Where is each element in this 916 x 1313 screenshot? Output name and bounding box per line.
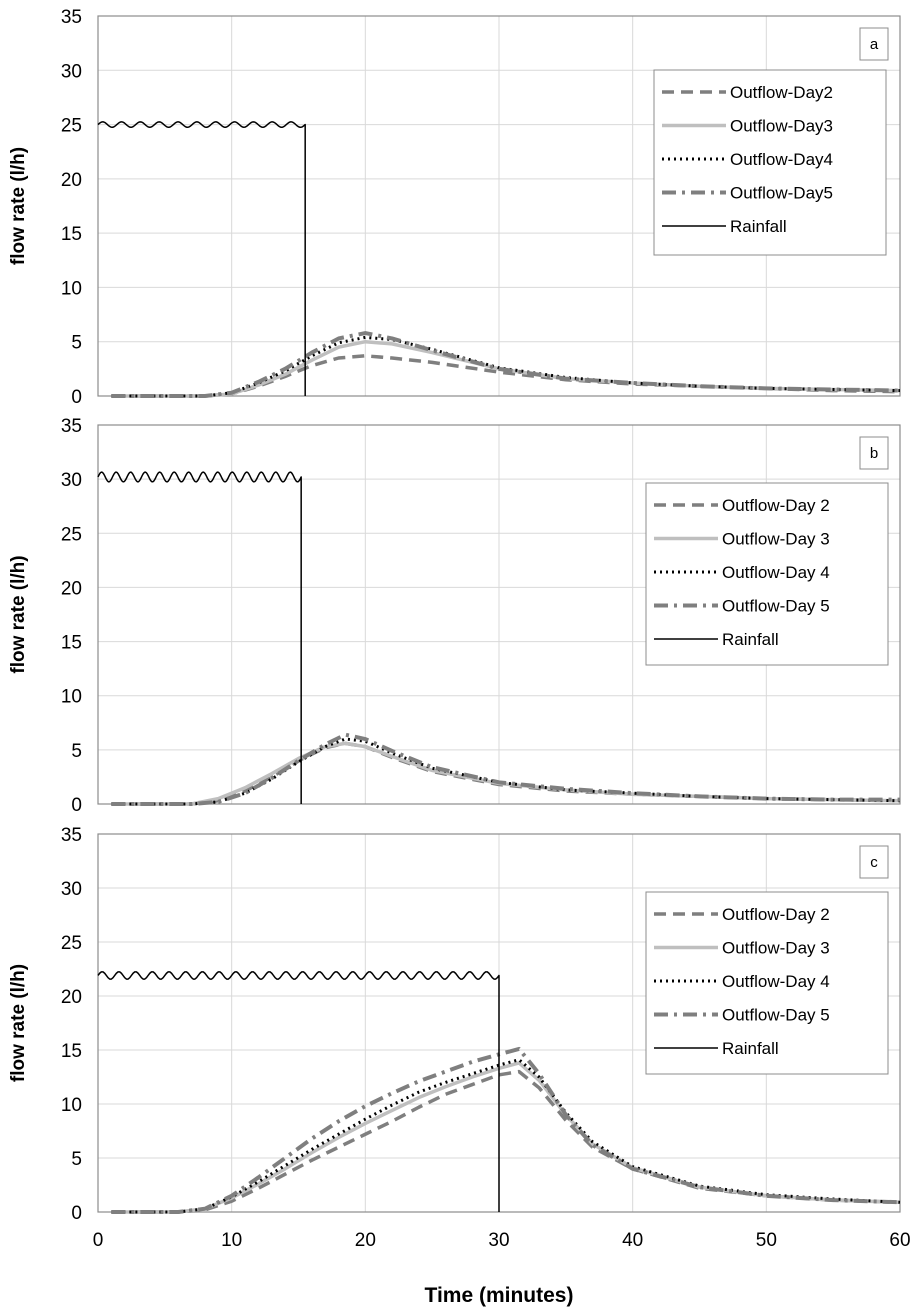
y-tick-label: 25: [61, 116, 82, 137]
y-tick-label: 5: [71, 1149, 82, 1170]
legend-label-2: Outflow-Day3: [730, 117, 833, 136]
panel-label: b: [870, 445, 878, 462]
legend-label-1: Outflow-Day 2: [722, 496, 830, 515]
series-line-2: [111, 741, 901, 806]
y-axis-label: flow rate (l/h): [8, 964, 29, 1082]
y-tick-label: 30: [61, 470, 82, 491]
x-tick-label: 60: [889, 1230, 910, 1251]
y-tick-label: 25: [61, 524, 82, 545]
x-tick-label: 30: [488, 1230, 509, 1251]
x-axis-label: Time (minutes): [425, 1284, 574, 1307]
y-tick-label: 0: [71, 387, 82, 408]
y-tick-label: 5: [71, 741, 82, 762]
series-line-5: [97, 121, 306, 396]
legend: Outflow-Day 2 Outflow-Day 3 Outflow-Day 4 O…: [645, 482, 889, 666]
y-axis-label: flow rate (l/h): [8, 147, 29, 265]
panel-label: c: [870, 854, 878, 871]
chart-panel-b: 0 5 10 15 20 25 30 35 flow rate (l/h) b Outflow-Da…: [8, 416, 901, 816]
panel-label: a: [870, 36, 879, 53]
legend-label-2: Outflow-Day 3: [722, 530, 830, 549]
x-tick-label: 40: [622, 1230, 643, 1251]
plot-frame: [97, 15, 901, 397]
series-line-4: [111, 331, 901, 398]
y-tick-label: 20: [61, 987, 82, 1008]
y-tick-label: 35: [61, 416, 82, 437]
y-tick-label: 10: [61, 687, 82, 708]
y-tick-label: 15: [61, 224, 82, 245]
legend-box: [645, 891, 889, 1075]
legend-label-5: Rainfall: [722, 1039, 779, 1058]
series-line-5: [97, 971, 500, 1212]
series-line-3: [111, 1058, 901, 1214]
chart-panel-a: 0 5 10 15 20 25 30 35 flow rate (l/h) a Outflow-Da…: [8, 7, 901, 408]
y-tick-label: 35: [61, 7, 82, 28]
series-line-3: [111, 335, 901, 398]
x-tick-label: 20: [355, 1230, 376, 1251]
legend-label-5: Rainfall: [730, 217, 787, 236]
y-tick-label: 20: [61, 578, 82, 599]
panel-label-box: [859, 27, 889, 61]
x-tick-label: 0: [93, 1230, 104, 1251]
series-line-4: [111, 1046, 901, 1214]
y-tick-label: 15: [61, 633, 82, 654]
x-tick-label: 10: [221, 1230, 242, 1251]
legend-label-3: Outflow-Day 4: [722, 563, 830, 582]
y-tick-label: 5: [71, 333, 82, 354]
legend-label-2: Outflow-Day 3: [722, 939, 830, 958]
y-tick-label: 0: [71, 1203, 82, 1224]
legend-label-1: Outflow-Day 2: [722, 905, 830, 924]
legend-box: [645, 482, 889, 666]
y-tick-label: 25: [61, 933, 82, 954]
legend-label-4: Outflow-Day5: [730, 184, 833, 203]
panel-label-box: [859, 845, 889, 879]
y-tick-label: 0: [71, 795, 82, 816]
y-tick-label: 30: [61, 879, 82, 900]
y-tick-label: 30: [61, 61, 82, 82]
series-line-5: [97, 471, 302, 804]
legend-label-1: Outflow-Day2: [730, 83, 833, 102]
y-tick-label: 15: [61, 1041, 82, 1062]
y-tick-label: 10: [61, 278, 82, 299]
x-tick-label: 50: [756, 1230, 777, 1251]
panel-label-box: [859, 436, 889, 470]
legend-label-4: Outflow-Day 5: [722, 1006, 830, 1025]
legend-box: [653, 69, 887, 256]
chart-panel-c: 0 5 10 15 20 25 30 35 0 10 20 30 40 50 60 flow rate (l/…: [8, 825, 911, 1307]
y-tick-label: 35: [61, 825, 82, 846]
y-axis-label: flow rate (l/h): [8, 555, 29, 673]
legend-label-4: Outflow-Day 5: [722, 597, 830, 616]
plot-frame: [97, 424, 901, 805]
legend: Outflow-Day2 Outflow-Day3 Outflow-Day4 Outf…: [653, 69, 887, 256]
y-tick-label: 20: [61, 170, 82, 191]
legend-label-5: Rainfall: [722, 630, 779, 649]
legend-label-3: Outflow-Day4: [730, 150, 833, 169]
legend-label-3: Outflow-Day 4: [722, 972, 830, 991]
y-tick-label: 10: [61, 1095, 82, 1116]
legend: Outflow-Day 2 Outflow-Day 3 Outflow-Day 4 O…: [645, 891, 889, 1075]
